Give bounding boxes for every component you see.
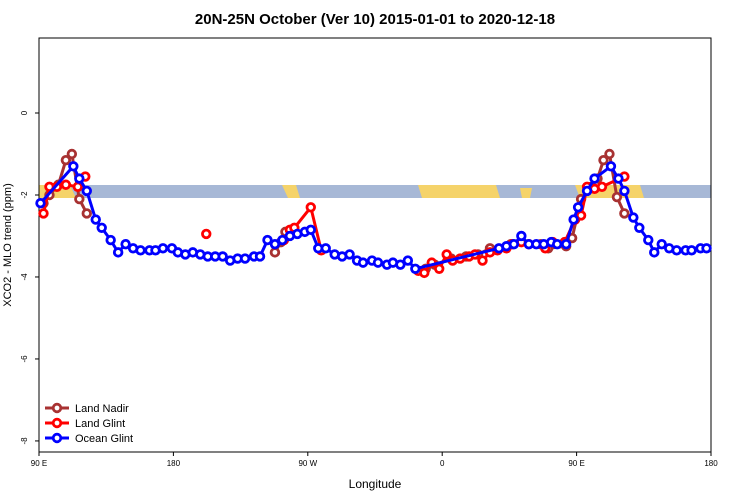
series-marker — [38, 208, 49, 219]
series-marker — [508, 238, 520, 250]
x-axis-label: Longitude — [349, 477, 402, 491]
series-marker — [560, 238, 572, 250]
series-marker — [402, 255, 414, 266]
plot-frame — [38, 37, 712, 453]
series-marker — [434, 263, 445, 274]
legend-label: Land Nadir — [75, 403, 129, 415]
series-marker — [60, 154, 72, 166]
series-marker — [262, 234, 273, 246]
land-patch — [282, 185, 300, 198]
series-marker — [589, 173, 600, 184]
series-marker — [419, 267, 430, 279]
series-marker — [551, 238, 563, 250]
series-marker — [643, 234, 654, 246]
series-marker — [619, 208, 630, 219]
series-marker — [575, 210, 587, 221]
series-marker — [395, 259, 406, 270]
series-marker — [254, 251, 266, 262]
series-marker — [269, 238, 281, 250]
series-marker — [320, 243, 331, 254]
series-marker — [613, 173, 624, 184]
series-marker — [112, 247, 124, 258]
legend-label: Land Glint — [75, 418, 125, 430]
series-marker — [305, 202, 316, 213]
series-marker — [477, 255, 488, 266]
series-marker — [60, 179, 72, 190]
y-tick-label: -8 — [20, 437, 29, 445]
series-marker — [277, 234, 288, 246]
x-tick-label: 180 — [167, 459, 181, 468]
series-marker — [74, 173, 85, 184]
series-marker — [628, 212, 639, 223]
series-marker — [410, 263, 421, 274]
series-marker — [344, 249, 355, 260]
series-marker — [239, 253, 251, 264]
series-marker — [686, 245, 697, 256]
series-marker — [72, 181, 84, 192]
legend-marker — [51, 432, 63, 444]
series-marker — [701, 243, 712, 254]
map-strip — [39, 185, 711, 198]
series-marker — [441, 249, 452, 260]
y-axis-label: XCO2 - MLO trend (ppm) — [2, 183, 14, 306]
series-marker — [649, 247, 660, 258]
series-marker — [305, 224, 316, 236]
y-tick-label: 0 — [20, 110, 29, 115]
series-marker — [357, 257, 369, 268]
legend-marker — [51, 402, 63, 414]
series-marker — [656, 238, 667, 250]
x-tick-label: 90 W — [298, 459, 317, 468]
series-marker — [120, 238, 131, 250]
series-marker — [516, 230, 527, 242]
series-marker — [611, 191, 623, 203]
legend-marker — [51, 417, 63, 429]
x-tick-label: 90 E — [31, 459, 47, 468]
series-marker — [105, 234, 116, 246]
series-marker — [96, 222, 107, 233]
series-marker — [68, 161, 79, 172]
series-marker — [596, 181, 608, 192]
series-marker — [372, 257, 384, 268]
series-marker — [634, 222, 645, 233]
series-marker — [201, 228, 212, 240]
land-patch — [418, 185, 500, 198]
series-marker — [81, 208, 92, 219]
x-tick-label: 0 — [440, 459, 445, 468]
series-marker — [619, 185, 630, 197]
y-tick-label: -6 — [20, 355, 29, 363]
series-marker — [581, 185, 593, 197]
series-marker — [568, 214, 579, 225]
x-tick-label: 90 E — [568, 459, 584, 468]
series-marker — [74, 193, 85, 205]
series-marker — [66, 148, 78, 160]
series-marker — [81, 185, 92, 197]
y-tick-label: -2 — [20, 191, 29, 199]
series-marker — [135, 245, 146, 256]
series-marker — [90, 214, 101, 225]
ocean-band — [39, 185, 711, 198]
land-patch — [520, 188, 532, 198]
series-marker — [598, 154, 609, 166]
chart-title: 20N-25N October (Ver 10) 2015-01-01 to 2… — [195, 11, 555, 28]
legend-label: Ocean Glint — [75, 433, 133, 445]
series-marker — [604, 148, 615, 160]
series-marker — [671, 245, 682, 256]
x-tick-label: 180 — [704, 459, 718, 468]
series-marker — [157, 243, 169, 254]
series-marker — [35, 197, 46, 209]
series-marker — [269, 247, 281, 258]
series-marker — [572, 202, 584, 213]
series-marker — [605, 161, 617, 172]
series-marker — [217, 251, 228, 262]
y-tick-label: -4 — [20, 273, 29, 281]
